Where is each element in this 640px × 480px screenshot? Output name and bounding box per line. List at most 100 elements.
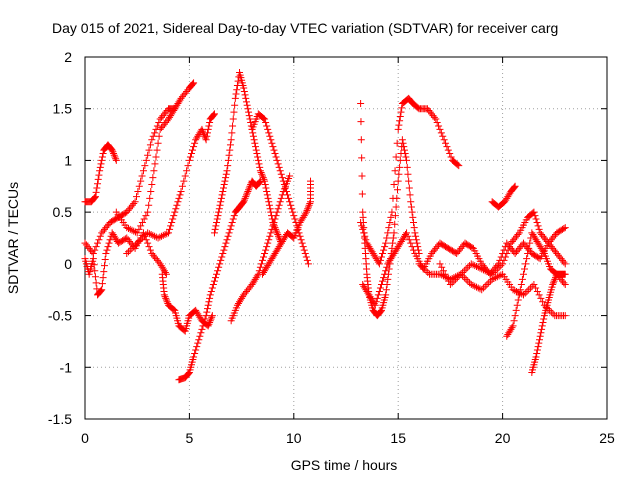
data-point — [412, 236, 420, 244]
x-tick-label: 15 — [390, 430, 406, 446]
data-point — [220, 246, 228, 254]
data-point — [274, 231, 282, 239]
data-point — [533, 287, 541, 295]
data-point — [495, 263, 503, 271]
data-point — [274, 205, 282, 213]
data-point — [161, 293, 169, 301]
data-point — [133, 229, 141, 237]
data-point — [540, 315, 548, 323]
data-point — [226, 141, 234, 149]
data-point — [273, 229, 281, 237]
data-point — [497, 262, 505, 270]
data-point — [561, 270, 569, 278]
data-point — [258, 256, 266, 264]
data-point — [229, 115, 237, 123]
data-point — [228, 129, 236, 137]
data-point — [227, 222, 235, 230]
data-point — [303, 256, 311, 264]
data-point — [403, 156, 411, 164]
data-point — [245, 112, 253, 120]
series-s7 — [175, 177, 264, 384]
data-point — [185, 156, 193, 164]
y-tick-label: 0 — [64, 256, 72, 272]
data-point — [286, 198, 294, 206]
data-point — [514, 231, 522, 239]
data-point — [232, 90, 240, 98]
data-point — [460, 267, 468, 275]
data-point — [410, 224, 418, 232]
data-point — [105, 239, 113, 247]
data-point — [460, 274, 468, 282]
data-point — [262, 246, 270, 254]
data-point — [162, 296, 170, 304]
data-point — [226, 146, 234, 154]
data-point — [405, 236, 413, 244]
data-point — [217, 256, 225, 264]
data-point — [226, 225, 234, 233]
data-point — [361, 232, 369, 240]
data-point — [91, 267, 99, 275]
data-point — [277, 194, 285, 202]
data-point — [263, 187, 271, 195]
data-point — [223, 236, 231, 244]
data-point — [123, 250, 131, 258]
data-point — [102, 250, 110, 258]
data-point — [156, 233, 164, 241]
data-point — [253, 150, 261, 158]
data-point — [530, 208, 538, 216]
data-point — [430, 113, 438, 121]
data-point — [444, 146, 452, 154]
data-point — [151, 129, 159, 137]
data-point — [227, 136, 235, 144]
data-point — [207, 315, 215, 323]
data-point — [268, 225, 276, 233]
data-point — [89, 255, 97, 263]
data-point — [138, 218, 146, 226]
data-point — [422, 267, 430, 275]
data-point — [391, 167, 399, 175]
data-point — [128, 226, 136, 234]
data-point — [221, 243, 229, 251]
data-point — [561, 312, 569, 320]
data-point — [190, 143, 198, 151]
data-point — [265, 201, 273, 209]
data-point — [471, 262, 479, 270]
data-point — [377, 281, 385, 289]
data-point — [133, 239, 141, 247]
data-point — [403, 229, 411, 237]
y-tick-label: -1 — [60, 359, 73, 375]
data-point — [100, 268, 108, 276]
y-tick-label: -0.5 — [48, 308, 72, 324]
y-axis-label: SDTVAR / TECUs — [5, 182, 21, 294]
data-point — [402, 153, 410, 161]
data-point — [392, 153, 400, 161]
data-point — [230, 108, 238, 116]
data-point — [280, 181, 288, 189]
data-point — [195, 336, 203, 344]
data-point — [262, 119, 270, 127]
data-point — [92, 243, 100, 251]
data-point — [457, 270, 465, 278]
data-point — [154, 234, 162, 242]
data-point — [284, 191, 292, 199]
data-point — [481, 282, 489, 290]
data-point — [273, 208, 281, 216]
data-point — [296, 232, 304, 240]
data-point — [149, 174, 157, 182]
data-point — [358, 154, 366, 162]
data-point — [230, 212, 238, 220]
data-point — [91, 193, 99, 201]
data-point — [549, 281, 557, 289]
data-point — [267, 136, 275, 144]
data-point — [442, 139, 450, 147]
data-point — [216, 260, 224, 268]
data-point — [146, 194, 154, 202]
data-point — [503, 250, 511, 258]
data-point — [376, 308, 384, 316]
data-point — [403, 163, 411, 171]
data-point — [165, 229, 173, 237]
data-point — [240, 87, 248, 95]
data-point — [300, 246, 308, 254]
data-point — [180, 177, 188, 185]
data-point — [522, 260, 530, 268]
